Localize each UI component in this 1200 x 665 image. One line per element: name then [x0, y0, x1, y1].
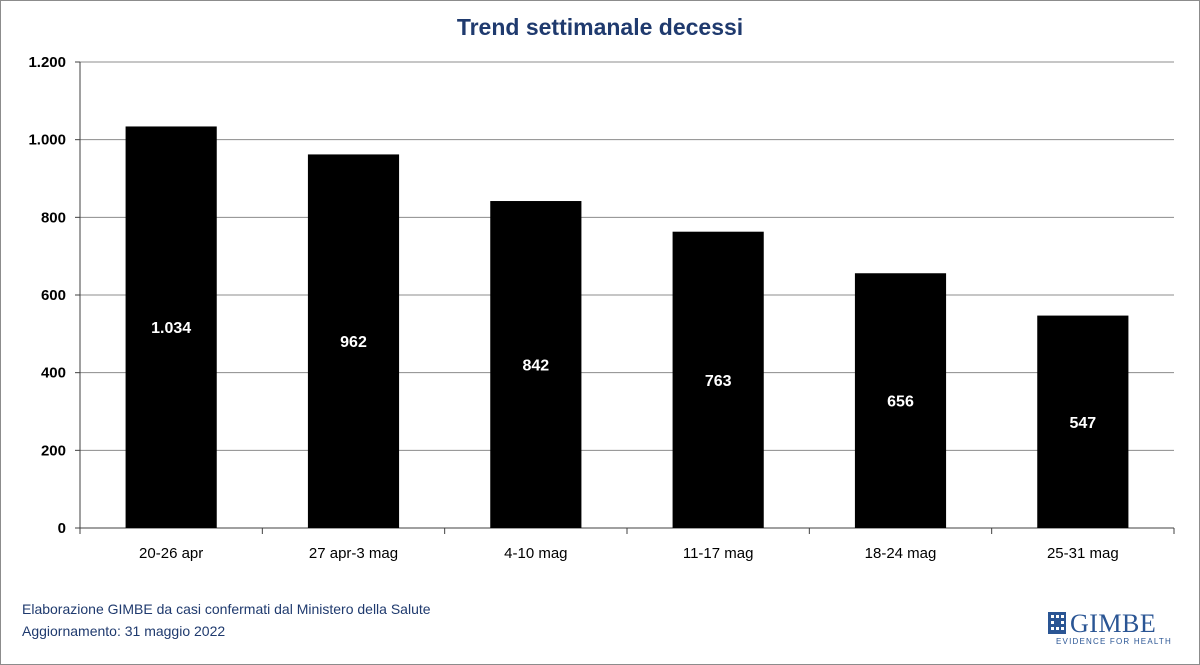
- y-tick-label: 0: [58, 520, 66, 537]
- bar: [672, 231, 764, 528]
- footer-note: Elaborazione GIMBE da casi confermati da…: [22, 598, 431, 642]
- bar: [1037, 315, 1129, 528]
- bar-value-label: 842: [522, 358, 549, 375]
- y-tick-label: 200: [41, 442, 66, 459]
- gimbe-logo-name: GIMBE: [1070, 609, 1157, 638]
- x-tick-label: 27 apr-3 mag: [309, 545, 398, 562]
- gimbe-logo: GIMBE EVIDENCE FOR HEALTH: [1048, 609, 1188, 650]
- chart-title: Trend settimanale decessi: [456, 14, 744, 40]
- bar: [854, 273, 947, 528]
- bar-value-label: 1.034: [151, 320, 191, 337]
- bar: [490, 201, 582, 529]
- bar: [307, 154, 400, 528]
- bar-chart: 0 200 400 600 800 1.000 1.200 1.034 20-26 apr 962…: [28, 54, 1175, 562]
- x-tick-label: 11-17 mag: [683, 545, 754, 562]
- y-tick-label: 400: [41, 365, 66, 382]
- x-tick-label: 25-31 mag: [1047, 545, 1119, 562]
- footer-source: Elaborazione GIMBE da casi confermati da…: [22, 601, 431, 617]
- x-tick-label: 4-10 mag: [504, 545, 567, 562]
- x-tick-label: 20-26 apr: [139, 545, 203, 562]
- bar-value-label: 547: [1069, 415, 1096, 432]
- y-tick-label: 600: [41, 287, 66, 304]
- x-tick-label: 18-24 mag: [865, 545, 937, 562]
- bar-value-label: 962: [340, 334, 367, 351]
- bar: [125, 126, 217, 529]
- y-tick-label: 1.200: [28, 54, 66, 71]
- footer-update: Aggiornamento: 31 maggio 2022: [22, 623, 226, 639]
- y-tick-label: 800: [41, 209, 66, 226]
- y-tick-label: 1.000: [28, 132, 66, 149]
- bar-value-label: 656: [887, 394, 914, 411]
- gimbe-logo-tagline: EVIDENCE FOR HEALTH: [1056, 637, 1172, 646]
- gimbe-logo-mark-icon: [1048, 612, 1066, 634]
- bar-value-label: 763: [705, 373, 732, 390]
